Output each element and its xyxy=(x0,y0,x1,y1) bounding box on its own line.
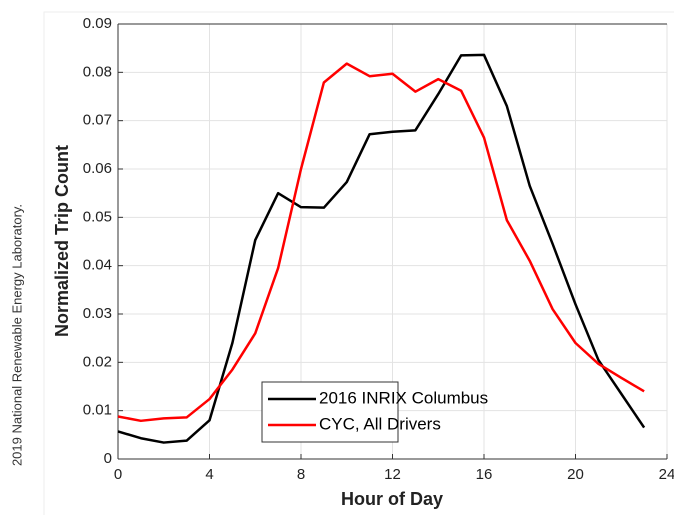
x-tick-label: 12 xyxy=(384,466,401,483)
x-tick-label: 16 xyxy=(476,466,493,483)
y-tick-label: 0.06 xyxy=(83,160,112,177)
y-tick-label: 0.08 xyxy=(83,63,112,80)
y-tick-label: 0.02 xyxy=(83,353,112,370)
x-tick-label: 0 xyxy=(114,466,122,483)
y-tick-label: 0.05 xyxy=(83,208,112,225)
y-tick-label: 0 xyxy=(104,450,112,467)
y-tick-label: 0.01 xyxy=(83,402,112,419)
source-note: 2019 National Renewable Energy Laborator… xyxy=(9,204,24,466)
series-line xyxy=(117,62,645,423)
legend-label: CYC, All Drivers xyxy=(319,414,441,433)
legend-box xyxy=(261,381,399,443)
legend-label: 2016 INRIX Columbus xyxy=(319,388,488,407)
x-tick-label: 20 xyxy=(567,466,584,483)
y-axis-label: Normalized Trip Count xyxy=(52,145,72,337)
y-tick-label: 0.04 xyxy=(83,257,112,274)
x-tick-label: 4 xyxy=(205,466,213,483)
y-tick-label: 0.07 xyxy=(83,112,112,129)
y-tick-label: 0.03 xyxy=(83,305,112,322)
x-tick-label: 24 xyxy=(659,466,674,483)
x-axis-label: Hour of Day xyxy=(341,489,443,509)
y-tick-label: 0.09 xyxy=(83,15,112,32)
series-line xyxy=(117,53,646,444)
x-tick-label: 8 xyxy=(297,466,305,483)
